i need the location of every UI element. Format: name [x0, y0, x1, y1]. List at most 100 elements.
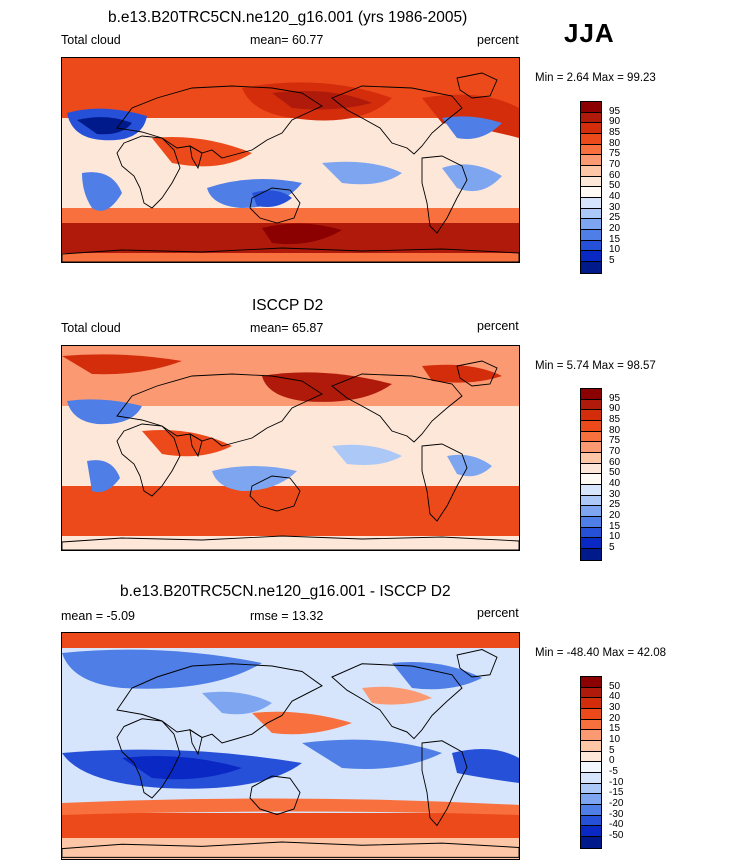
contour-region — [142, 430, 232, 457]
coastline — [189, 145, 203, 170]
colorbar-tick-label: 90 — [609, 116, 621, 128]
coastline — [116, 373, 323, 447]
colorbar-tick-label: 5 — [609, 744, 615, 756]
colorbar-tick-label: 30 — [609, 702, 621, 713]
colorbar-swatch — [581, 102, 601, 113]
contour-region — [392, 662, 482, 690]
coastline — [421, 740, 468, 827]
colorbar-swatch — [581, 495, 601, 507]
colorbar-tick-label: 5 — [609, 255, 615, 267]
coastline — [421, 443, 468, 522]
colorbar-boxes — [580, 388, 602, 561]
colorbar-swatch — [581, 698, 601, 709]
coastline — [249, 475, 301, 512]
panel-3-left-label: mean = -5.09 — [61, 609, 136, 623]
coastline — [189, 433, 203, 458]
colorbar-tick-label: 75 — [609, 435, 621, 447]
panel-3-right-label: percent — [477, 606, 519, 620]
contour-region — [202, 691, 272, 715]
contour-region — [87, 460, 120, 493]
colorbar-swatch — [581, 740, 601, 752]
colorbar-tick-label: -15 — [609, 787, 624, 799]
colorbar-tick-label: -30 — [609, 808, 624, 820]
colorbar-tick-label: 60 — [609, 456, 621, 468]
colorbar-boxes — [580, 676, 602, 849]
colorbar-tick-label: 20 — [609, 510, 621, 522]
colorbar-swatch — [581, 410, 601, 421]
colorbar-tick-label: -20 — [609, 798, 624, 810]
coastlines — [62, 648, 519, 858]
contour-region — [122, 755, 242, 780]
colorbar-tick-label: 70 — [609, 446, 621, 458]
panel-1-right-label: percent — [477, 33, 519, 47]
coastline — [116, 663, 323, 744]
colorbar-tick-label: 40 — [609, 191, 621, 203]
contour-region — [302, 739, 442, 769]
colorbar-swatch — [581, 836, 601, 848]
contour-region — [422, 364, 502, 383]
colorbar-swatch — [581, 463, 601, 475]
colorbar-tick-label: 30 — [609, 488, 621, 500]
coastline — [331, 85, 463, 155]
contour-region — [62, 633, 519, 648]
colorbar-swatch — [581, 112, 601, 124]
colorbar-swatch — [581, 240, 601, 252]
panel-1-left-label: Total cloud — [61, 33, 121, 47]
colorbar-swatch — [581, 751, 601, 763]
colorbar-swatch — [581, 762, 601, 773]
panel-3-contour-map — [62, 633, 519, 859]
contour-region — [442, 116, 502, 139]
colorbar-swatch — [581, 229, 601, 241]
colorbar-tick-label: 5 — [609, 542, 615, 554]
colorbar-tick-label: 40 — [609, 691, 621, 703]
panel-3-map — [61, 632, 520, 860]
colorbar-tick-label: 60 — [609, 169, 621, 181]
panel-3-center-label: rmse = 13.32 — [250, 609, 324, 623]
colorbar-tick-label: 10 — [609, 734, 621, 746]
contour-region — [322, 161, 402, 185]
panel-1-contour-map — [62, 58, 519, 262]
panel-1-minmax: Min = 2.64 Max = 99.23 — [535, 72, 656, 84]
colorbar-swatch — [581, 484, 601, 496]
coastline — [62, 247, 519, 262]
colorbar-swatch — [581, 452, 601, 464]
colorbar-swatch — [581, 687, 601, 699]
colorbar-tick-label: 95 — [609, 392, 621, 404]
colorbar-swatch — [581, 420, 601, 432]
colorbar-tick-label: -5 — [609, 766, 618, 778]
coastline — [456, 72, 498, 99]
coastline — [249, 775, 301, 816]
colorbar-swatch — [581, 708, 601, 720]
coastline — [62, 841, 519, 858]
colorbar-swatch — [581, 794, 601, 805]
colorbar-swatch — [581, 261, 601, 273]
contour-region — [262, 223, 342, 245]
colorbar-tick-label: -40 — [609, 819, 624, 831]
colorbar-swatch — [581, 527, 601, 539]
contour-region — [77, 117, 132, 135]
coastline — [189, 728, 203, 756]
coastline — [331, 663, 463, 740]
colorbar-tick-label: 25 — [609, 212, 621, 224]
contour-region — [332, 444, 402, 465]
colorbar-swatch — [581, 804, 601, 816]
coastline — [331, 373, 463, 443]
panel-1-map — [61, 57, 520, 263]
colorbar-swatch — [581, 772, 601, 784]
contour-region — [442, 164, 502, 192]
coastline — [421, 155, 468, 234]
colorbar-tick-label: 50 — [609, 180, 621, 192]
colorbar-swatch — [581, 219, 601, 230]
colorbar-tick-label: 20 — [609, 223, 621, 235]
colorbar-tick-label: 50 — [609, 680, 621, 692]
colorbar-tick-label: 10 — [609, 244, 621, 256]
colorbar-swatch — [581, 155, 601, 166]
colorbar-swatch — [581, 133, 601, 145]
colorbar-swatch — [581, 123, 601, 134]
colorbar-tick-label: 30 — [609, 201, 621, 213]
colorbar-swatch — [581, 474, 601, 485]
coastline — [249, 187, 301, 224]
colorbar-tick-label: 75 — [609, 148, 621, 160]
contour-region — [82, 172, 122, 211]
colorbar-tick-label: 85 — [609, 414, 621, 425]
